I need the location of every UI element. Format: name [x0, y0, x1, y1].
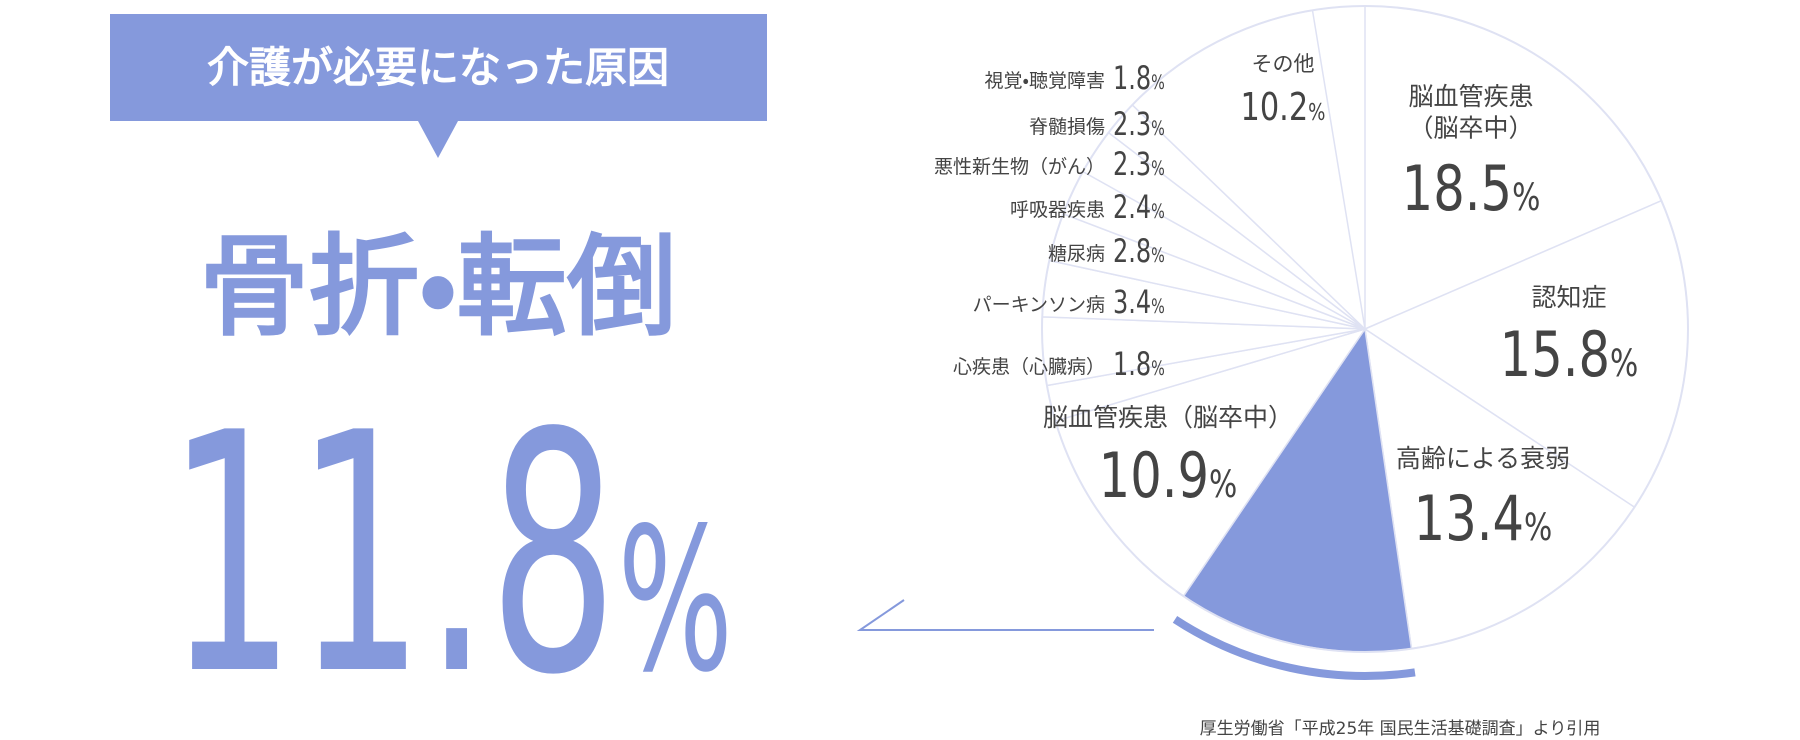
highlight-category: 骨折・転倒 [199, 223, 676, 351]
category-label: 視覚・聴覚障害 [985, 70, 1105, 92]
value-label: 15.8% [1500, 320, 1639, 392]
source-note: 厚生労働省「平成25年 国民生活基礎調査」より引用 [1200, 719, 1601, 739]
connector-line [856, 599, 1154, 631]
title-banner [110, 14, 767, 121]
value-label: 2.4% [1113, 189, 1165, 226]
highlight-value: 11.8% [167, 363, 733, 740]
pie-outline [1041, 5, 1689, 653]
value-label: 1.8% [1113, 60, 1165, 97]
pie [1041, 5, 1689, 680]
category-label: 高齢による衰弱 [1396, 444, 1570, 473]
category-label: 脳血管疾患（脳卒中） [1043, 403, 1293, 432]
value-label: 18.5% [1402, 154, 1541, 226]
category-label: 心疾患（心臓病） [953, 356, 1105, 378]
value-label: 2.8% [1113, 233, 1165, 270]
highlight-arc [1172, 616, 1416, 680]
value-label: 1.8% [1113, 346, 1165, 383]
category-label: 糖尿病 [1048, 243, 1105, 265]
category-label: 悪性新生物（がん） [934, 156, 1105, 178]
banner-pointer [418, 121, 458, 158]
category-label: 脊髄損傷 [1029, 116, 1105, 138]
category-label: その他 [1252, 52, 1315, 76]
value-label: 13.4% [1414, 484, 1553, 556]
chart-title: 介護が必要になった原因 [207, 43, 669, 92]
value-label: 3.4% [1113, 284, 1165, 321]
category-label: パーキンソン病 [973, 294, 1105, 316]
value-label: 2.3% [1113, 106, 1165, 143]
pie-labels: 脳血管疾患（脳卒中） 18.5% 認知症 15.8% 高齢による衰弱 13.4% 脳血管疾患… [934, 52, 1638, 555]
value-label: 2.3% [1113, 146, 1165, 183]
value-label: 10.9% [1099, 441, 1238, 513]
value-label: 10.2% [1240, 86, 1325, 130]
category-label: 脳血管疾患（脳卒中） [1408, 82, 1533, 142]
category-label: 呼吸器疾患 [1010, 199, 1105, 221]
category-label: 認知症 [1531, 283, 1606, 312]
